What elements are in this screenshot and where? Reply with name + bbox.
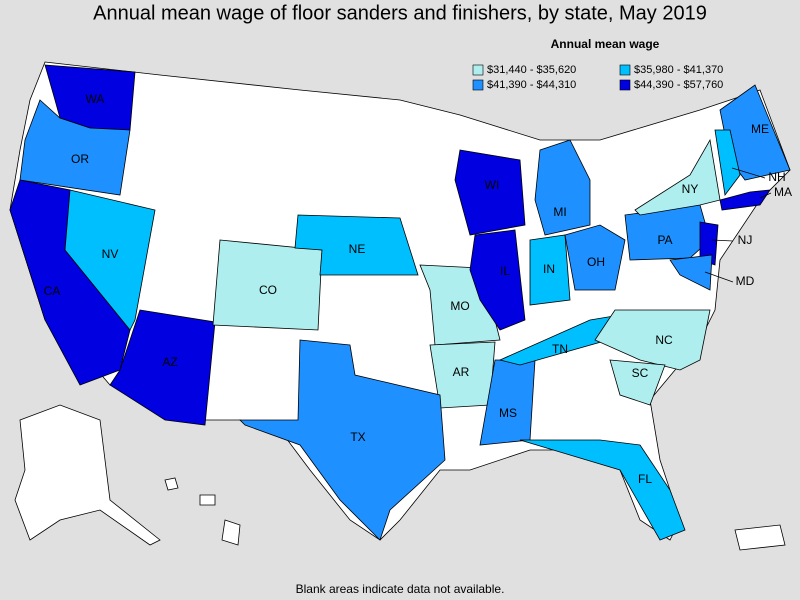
state-label: FL bbox=[638, 472, 652, 486]
us-base bbox=[9, 61, 791, 551]
state-label: TN bbox=[552, 342, 568, 356]
state bbox=[564, 224, 626, 291]
legend-swatch bbox=[619, 79, 631, 91]
leader-line bbox=[759, 192, 772, 199]
state-label: AR bbox=[453, 365, 470, 379]
state bbox=[669, 254, 713, 291]
state-label: OR bbox=[71, 152, 89, 166]
state bbox=[714, 129, 741, 197]
footnote: Blank areas indicate data not available. bbox=[296, 582, 505, 596]
state-label: OH bbox=[587, 255, 605, 269]
legend-label: $41,390 - $44,310 bbox=[487, 79, 576, 91]
state-label: NC bbox=[655, 333, 673, 347]
state-label: CA bbox=[44, 284, 61, 298]
state-label: MO bbox=[450, 299, 469, 313]
state bbox=[64, 189, 156, 331]
state-label: NJ bbox=[738, 233, 753, 247]
state bbox=[454, 149, 526, 236]
state-label: NV bbox=[102, 247, 119, 261]
state-label: CO bbox=[259, 283, 277, 297]
state bbox=[699, 221, 719, 266]
state-label: MD bbox=[736, 274, 755, 288]
legend-label: $31,440 - $35,620 bbox=[487, 64, 576, 76]
state bbox=[19, 99, 131, 196]
state-label: WA bbox=[86, 92, 105, 106]
state-label: AZ bbox=[162, 355, 177, 369]
legend-swatch bbox=[619, 64, 631, 76]
leader-line bbox=[731, 167, 766, 179]
state bbox=[469, 229, 526, 331]
state bbox=[609, 359, 666, 406]
state bbox=[239, 339, 446, 541]
state-label: NH bbox=[768, 170, 785, 184]
legend-title: Annual mean wage bbox=[551, 37, 660, 51]
state-label: PA bbox=[657, 233, 672, 247]
legend-swatch bbox=[472, 79, 484, 91]
state-label: MI bbox=[553, 205, 566, 219]
state bbox=[594, 309, 711, 371]
legend-swatch bbox=[472, 64, 484, 76]
state bbox=[534, 139, 591, 236]
state-label: IN bbox=[543, 262, 555, 276]
state-label: NE bbox=[349, 242, 366, 256]
state bbox=[212, 239, 323, 331]
leader-line bbox=[704, 271, 734, 283]
legend-label: $44,390 - $57,760 bbox=[634, 79, 723, 91]
state bbox=[294, 214, 419, 276]
state-label: WI bbox=[485, 178, 500, 192]
state bbox=[719, 189, 771, 211]
map-title: Annual mean wage of floor sanders and fi… bbox=[93, 2, 707, 24]
state-label: ME bbox=[751, 122, 769, 136]
state-label: NY bbox=[682, 182, 699, 196]
state-label: MS bbox=[499, 406, 517, 420]
state-label: IL bbox=[500, 264, 510, 278]
legend-label: $35,980 - $41,370 bbox=[634, 64, 723, 76]
state-label: TX bbox=[350, 430, 365, 444]
state-label: SC bbox=[632, 366, 649, 380]
state bbox=[529, 234, 571, 306]
state-label: MA bbox=[774, 185, 792, 199]
leader-line bbox=[711, 239, 734, 242]
state bbox=[519, 439, 686, 541]
